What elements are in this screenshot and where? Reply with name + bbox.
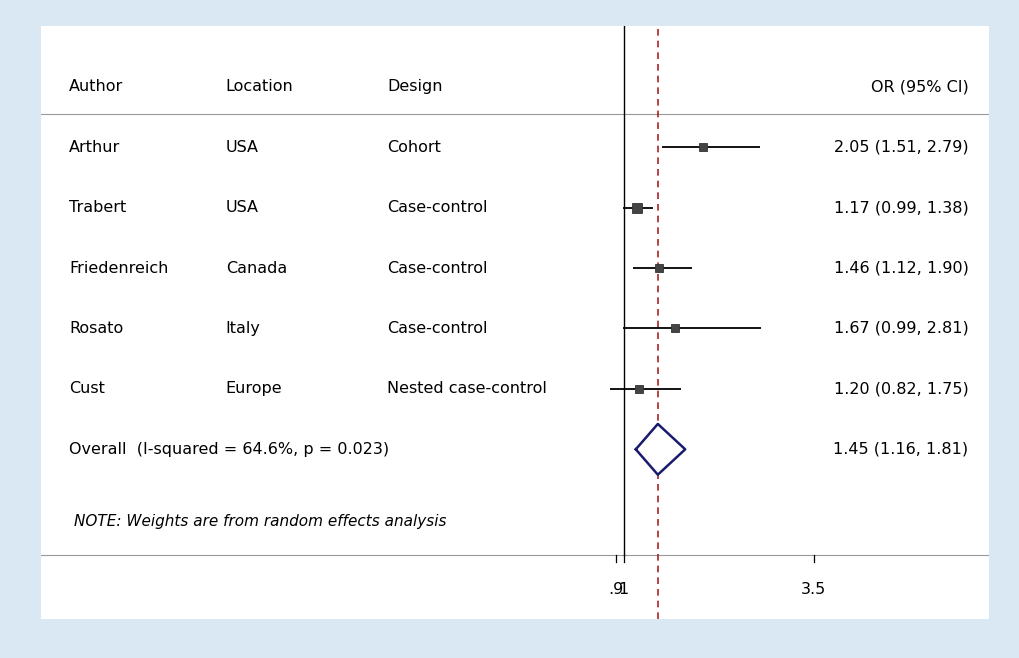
Text: 1.45 (1.16, 1.81): 1.45 (1.16, 1.81)	[833, 442, 968, 457]
Text: 1.46 (1.12, 1.90): 1.46 (1.12, 1.90)	[833, 261, 968, 276]
Text: 1.67 (0.99, 2.81): 1.67 (0.99, 2.81)	[833, 321, 968, 336]
Text: Case-control: Case-control	[386, 200, 487, 215]
Text: Trabert: Trabert	[69, 200, 126, 215]
Text: Canada: Canada	[225, 261, 286, 276]
Text: NOTE: Weights are from random effects analysis: NOTE: Weights are from random effects an…	[74, 515, 446, 529]
Text: .9: .9	[607, 582, 623, 597]
Text: Case-control: Case-control	[386, 261, 487, 276]
Text: Overall  (I-squared = 64.6%, p = 0.023): Overall (I-squared = 64.6%, p = 0.023)	[69, 442, 389, 457]
Text: 1.20 (0.82, 1.75): 1.20 (0.82, 1.75)	[833, 382, 968, 396]
Text: Cust: Cust	[69, 382, 105, 396]
Text: Cohort: Cohort	[386, 139, 440, 155]
Text: OR (95% CI): OR (95% CI)	[870, 79, 968, 94]
Text: 1.17 (0.99, 1.38): 1.17 (0.99, 1.38)	[833, 200, 968, 215]
Text: Arthur: Arthur	[69, 139, 120, 155]
Text: Author: Author	[69, 79, 123, 94]
Polygon shape	[635, 424, 685, 474]
Text: USA: USA	[225, 200, 259, 215]
Text: Location: Location	[225, 79, 293, 94]
Text: Europe: Europe	[225, 382, 282, 396]
Text: 3.5: 3.5	[800, 582, 825, 597]
Text: Design: Design	[386, 79, 442, 94]
Text: Case-control: Case-control	[386, 321, 487, 336]
Text: 2.05 (1.51, 2.79): 2.05 (1.51, 2.79)	[834, 139, 968, 155]
Text: USA: USA	[225, 139, 259, 155]
Text: 1: 1	[618, 582, 628, 597]
Text: Italy: Italy	[225, 321, 261, 336]
Text: Nested case-control: Nested case-control	[386, 382, 546, 396]
Text: Friedenreich: Friedenreich	[69, 261, 168, 276]
Text: Rosato: Rosato	[69, 321, 123, 336]
